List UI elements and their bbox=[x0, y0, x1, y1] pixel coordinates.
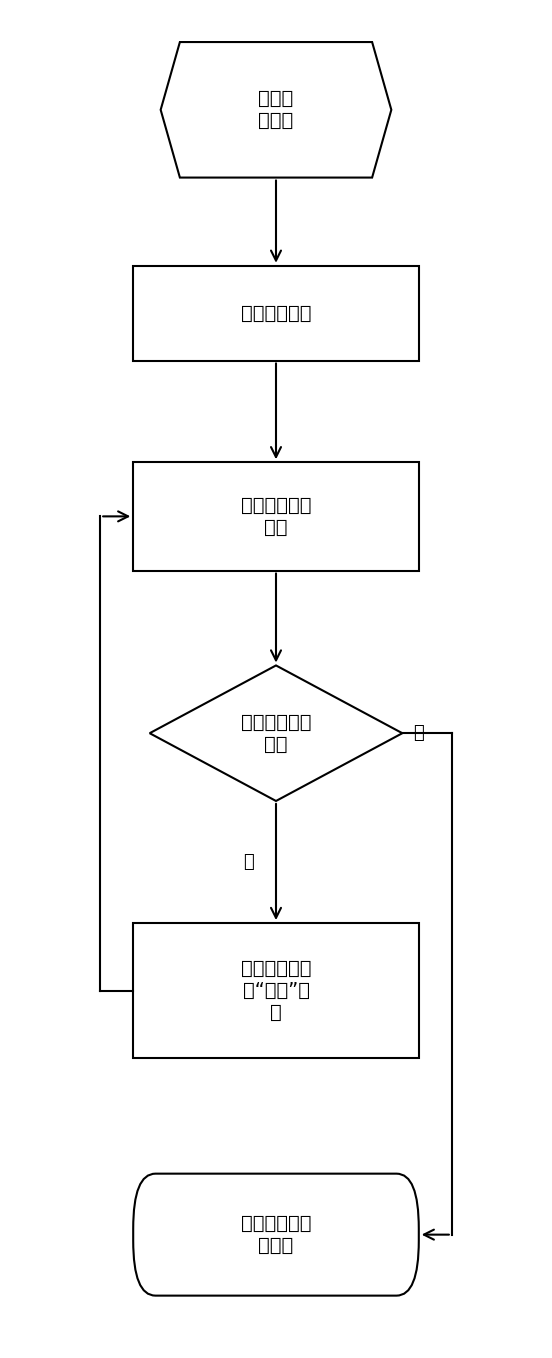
Text: 进入降
速状态: 进入降 速状态 bbox=[258, 90, 294, 130]
Text: 读取飞轮当前
转速: 读取飞轮当前 转速 bbox=[241, 496, 311, 536]
Polygon shape bbox=[150, 665, 402, 801]
Text: 发出降速信号
及“锁死”指
令: 发出降速信号 及“锁死”指 令 bbox=[241, 959, 311, 1023]
Text: 设定目标速度: 设定目标速度 bbox=[241, 304, 311, 323]
FancyBboxPatch shape bbox=[133, 462, 419, 570]
FancyBboxPatch shape bbox=[133, 923, 419, 1058]
FancyBboxPatch shape bbox=[133, 1173, 419, 1296]
Text: 否: 否 bbox=[243, 853, 254, 870]
Text: 切换到其他控
制状态: 切换到其他控 制状态 bbox=[241, 1214, 311, 1255]
FancyBboxPatch shape bbox=[133, 266, 419, 360]
Text: 是否到达目标
转速: 是否到达目标 转速 bbox=[241, 713, 311, 754]
Polygon shape bbox=[161, 42, 391, 178]
Text: 是: 是 bbox=[413, 724, 424, 743]
